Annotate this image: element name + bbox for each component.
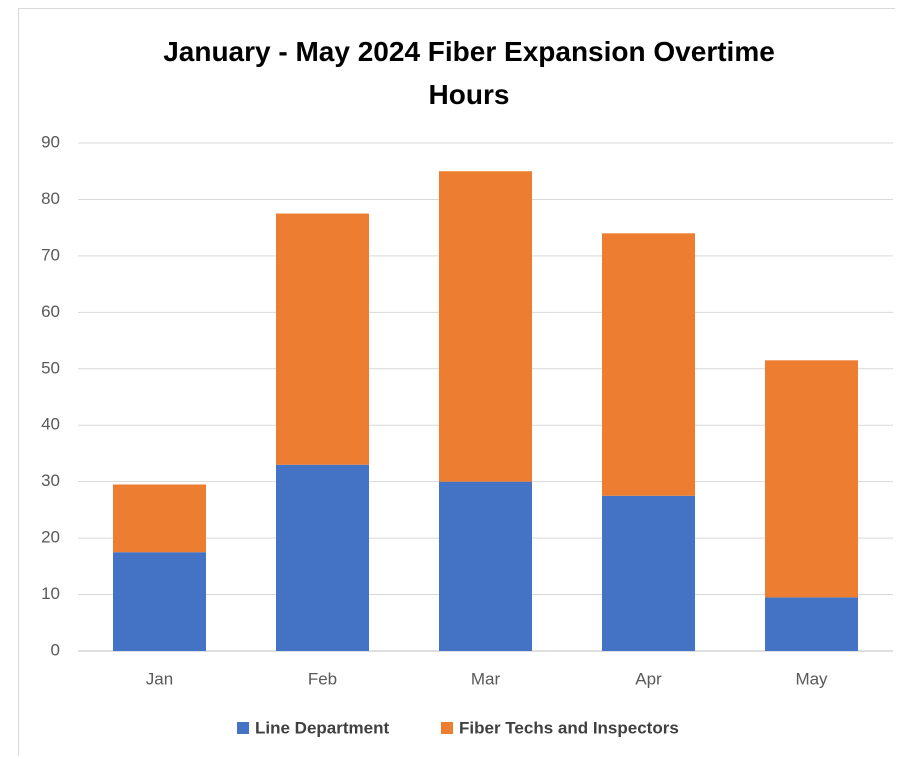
legend-label: Fiber Techs and Inspectors bbox=[459, 718, 679, 737]
x-tick-label: Jan bbox=[146, 669, 173, 688]
y-tick-label: 70 bbox=[41, 245, 60, 264]
bar-segment bbox=[113, 552, 206, 651]
y-tick-label: 50 bbox=[41, 358, 60, 377]
bar-segment bbox=[276, 464, 369, 651]
bar-segment bbox=[276, 213, 369, 465]
x-tick-label: Apr bbox=[635, 669, 662, 688]
bar-segment bbox=[765, 360, 858, 598]
legend-swatch bbox=[441, 722, 453, 734]
y-tick-label: 80 bbox=[41, 189, 60, 208]
legend-swatch bbox=[237, 722, 249, 734]
bar-segment bbox=[765, 597, 858, 651]
y-tick-label: 40 bbox=[41, 415, 60, 434]
chart-title: January - May 2024 Fiber Expansion Overt… bbox=[163, 36, 775, 110]
x-tick-label: May bbox=[795, 669, 828, 688]
y-tick-label: 20 bbox=[41, 528, 60, 547]
bar-segment bbox=[439, 171, 532, 482]
y-tick-label: 90 bbox=[41, 132, 60, 151]
y-tick-label: 10 bbox=[41, 584, 60, 603]
legend-label: Line Department bbox=[255, 718, 389, 737]
y-tick-label: 60 bbox=[41, 302, 60, 321]
y-tick-label: 30 bbox=[41, 471, 60, 490]
x-tick-label: Mar bbox=[471, 669, 501, 688]
chart-frame bbox=[18, 8, 895, 756]
x-tick-label: Feb bbox=[308, 669, 337, 688]
bar-segment bbox=[602, 233, 695, 496]
bar-segment bbox=[113, 484, 206, 553]
bar-segment bbox=[602, 495, 695, 651]
y-tick-label: 0 bbox=[51, 640, 60, 659]
bar-segment bbox=[439, 481, 532, 651]
